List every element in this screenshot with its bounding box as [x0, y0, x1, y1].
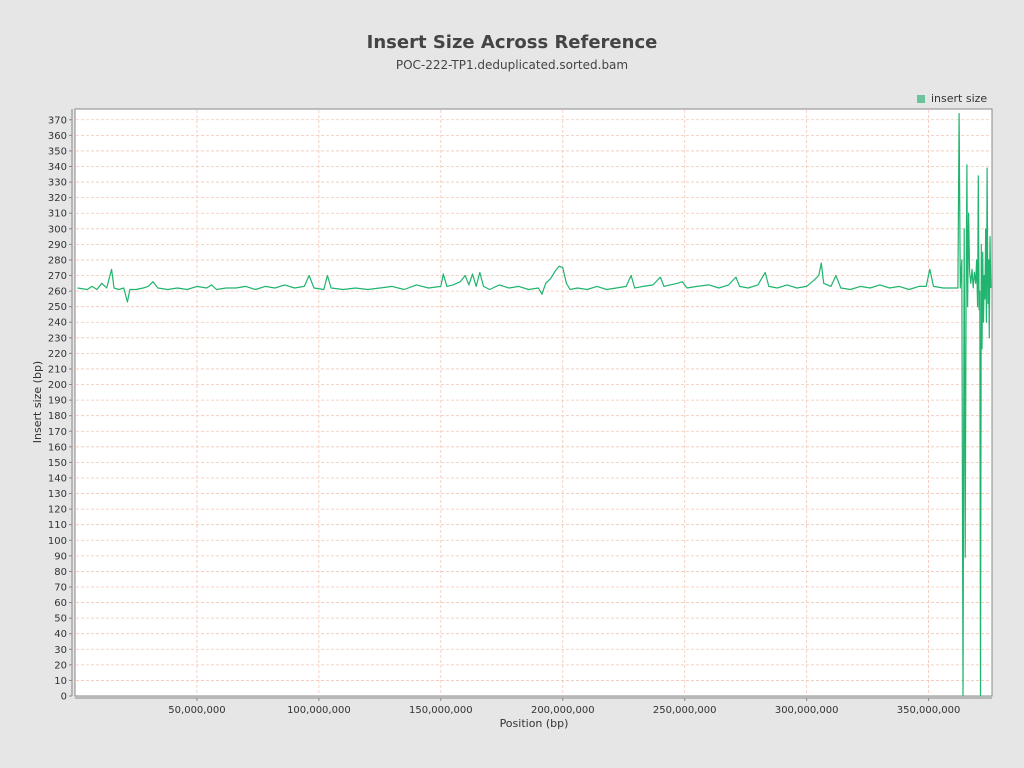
y-axis-label: Insert size (bp) [31, 361, 44, 443]
y-tick-label: 60 [54, 598, 67, 609]
y-tick-label: 200 [48, 380, 67, 391]
y-tick-label: 320 [48, 193, 67, 204]
y-tick-label: 340 [48, 162, 67, 173]
y-tick-label: 140 [48, 473, 67, 484]
y-axis: 0 10 20 30 40 50 60 70 80 90 100 110 120 130 140 150 160… [48, 109, 73, 703]
y-tick-label: 210 [48, 364, 67, 375]
y-tick-label: 120 [48, 505, 67, 516]
legend-swatch [917, 95, 925, 103]
series-layer [77, 112, 992, 697]
y-tick-label: 270 [48, 271, 67, 282]
plot-area [74, 108, 993, 697]
x-tick-label: 150,000,000 [409, 705, 473, 716]
x-tick-label: 200,000,000 [531, 705, 595, 716]
y-tick-label: 150 [48, 458, 67, 469]
y-tick-label: 80 [54, 567, 67, 578]
y-tick-label: 190 [48, 396, 67, 407]
x-tick-label: 100,000,000 [287, 705, 351, 716]
y-tick-label: 130 [48, 489, 67, 500]
x-tick-label: 250,000,000 [653, 705, 717, 716]
chart-subtitle: POC-222-TP1.deduplicated.sorted.bam [396, 58, 628, 72]
y-tick-label: 230 [48, 333, 67, 344]
x-tick-label: 50,000,000 [168, 705, 225, 716]
y-tick-label: 350 [48, 146, 67, 157]
y-tick-label: 40 [54, 629, 67, 640]
y-tick-label: 260 [48, 287, 67, 298]
x-axis: 50,000,000 100,000,000 150,000,000 200,000,… [75, 697, 992, 716]
y-tick-label: 110 [48, 520, 67, 531]
y-tick-label: 180 [48, 411, 67, 422]
y-tick-label: 330 [48, 178, 67, 189]
y-tick-label: 280 [48, 255, 67, 266]
y-tick-label: 220 [48, 349, 67, 360]
y-tick-label: 250 [48, 302, 67, 313]
series-line-insert-size [77, 112, 992, 697]
x-axis-label: Position (bp) [500, 717, 569, 730]
y-tick-label: 300 [48, 224, 67, 235]
legend-label: insert size [931, 92, 987, 105]
y-tick-label: 290 [48, 240, 67, 251]
chart-title: Insert Size Across Reference [367, 32, 658, 53]
x-tick-label: 300,000,000 [775, 705, 839, 716]
y-tick-label: 310 [48, 209, 67, 220]
y-tick-label: 240 [48, 318, 67, 329]
y-tick-label: 0 [61, 692, 67, 703]
y-tick-label: 100 [48, 536, 67, 547]
grid [76, 110, 991, 695]
y-tick-label: 170 [48, 427, 67, 438]
y-tick-label: 50 [54, 614, 67, 625]
y-tick-label: 20 [54, 660, 67, 671]
x-tick-label: 350,000,000 [897, 705, 961, 716]
legend: insert size [917, 92, 987, 105]
y-tick-label: 360 [48, 131, 67, 142]
y-tick-label: 370 [48, 115, 67, 126]
y-tick-label: 70 [54, 582, 67, 593]
y-tick-label: 160 [48, 442, 67, 453]
y-tick-label: 10 [54, 676, 67, 687]
y-tick-label: 30 [54, 645, 67, 656]
y-tick-label: 90 [54, 551, 67, 562]
